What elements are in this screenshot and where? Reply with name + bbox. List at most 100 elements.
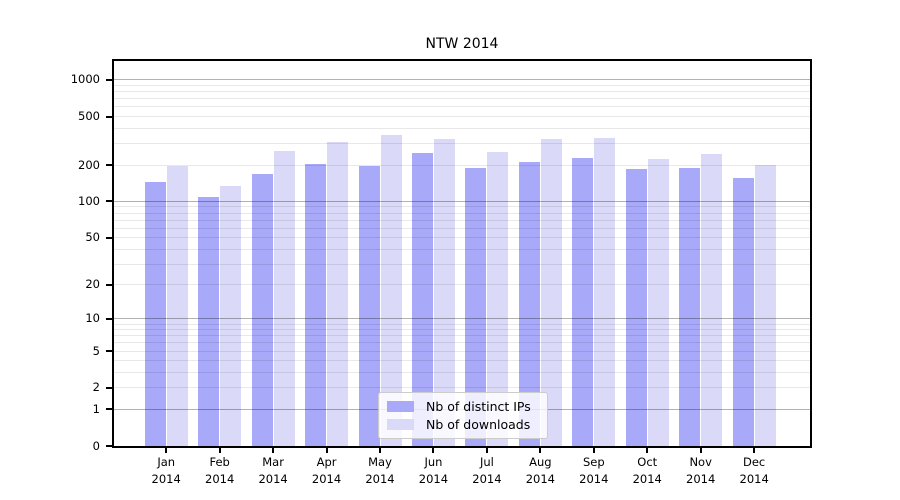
x-label-month: Jul (479, 455, 494, 469)
x-label-year: 2014 (739, 472, 769, 486)
x-label-month: Nov (689, 455, 712, 469)
y-tick-100 (106, 200, 112, 203)
x-tick-label-jul: Jul 2014 (457, 454, 517, 488)
gridline-minor-600 (114, 106, 810, 108)
chart-title: NTW 2014 (425, 36, 499, 52)
bar-downloads-jan (166, 166, 188, 446)
x-label-month: Jan (157, 455, 176, 469)
legend-label-distinct-ips: Nb of distinct IPs (426, 399, 531, 414)
y-tick-label-1000: 1000 (70, 72, 100, 87)
gridline-minor-2 (114, 387, 810, 389)
gridline-minor-90 (114, 206, 810, 208)
gridline-minor-5 (114, 350, 810, 352)
y-tick-label-500: 500 (78, 109, 100, 124)
x-tick-label-oct: Oct 2014 (617, 454, 677, 488)
gridline-minor-50 (114, 237, 810, 239)
bar-distinct-ips-nov (679, 167, 701, 446)
gridline-minor-70 (114, 219, 810, 221)
bar-downloads-mar (273, 151, 295, 446)
x-tick-label-mar: Mar 2014 (243, 454, 303, 488)
x-label-month: Dec (743, 455, 766, 469)
y-tick-50 (106, 236, 112, 239)
y-tick-5 (106, 350, 112, 353)
bar-distinct-ips-dec (732, 178, 754, 446)
gridline-minor-60 (114, 227, 810, 229)
x-label-month: Apr (316, 455, 337, 469)
y-tick-20 (106, 283, 112, 286)
x-tick-feb (218, 448, 221, 453)
x-label-year: 2014 (258, 472, 288, 486)
x-label-year: 2014 (632, 472, 662, 486)
x-tick-label-dec: Dec 2014 (724, 454, 784, 488)
gridline-minor-300 (114, 143, 810, 145)
bar-distinct-ips-jan (144, 181, 166, 446)
x-tick-label-feb: Feb 2014 (190, 454, 250, 488)
y-tick-10 (106, 317, 112, 320)
x-tick-jan (165, 448, 168, 453)
gridline-minor-40 (114, 248, 810, 250)
legend-item-distinct-ips: Nb of distinct IPs (379, 399, 547, 414)
y-tick-1000 (106, 78, 112, 81)
bar-distinct-ips-may (358, 166, 380, 446)
gridline-minor-3 (114, 372, 810, 374)
bar-downloads-feb (220, 185, 242, 446)
x-tick-label-apr: Apr 2014 (297, 454, 357, 488)
grid-layer (114, 61, 810, 446)
y-tick-200 (106, 164, 112, 166)
gridline-minor-6 (114, 342, 810, 344)
x-tick-label-aug: Aug 2014 (510, 454, 570, 488)
x-label-year: 2014 (525, 472, 555, 486)
x-label-year: 2014 (579, 472, 609, 486)
y-tick-label-10: 10 (85, 311, 100, 326)
x-label-year: 2014 (205, 472, 235, 486)
bar-downloads-apr (327, 141, 349, 446)
gridline-minor-30 (114, 263, 810, 265)
x-label-year: 2014 (472, 472, 502, 486)
gridline-minor-20 (114, 284, 810, 286)
gridline-major-100 (114, 200, 810, 202)
legend: Nb of distinct IPs Nb of downloads (378, 392, 548, 439)
bar-distinct-ips-sep (572, 157, 594, 446)
y-tick-label-100: 100 (78, 193, 100, 208)
bar-distinct-ips-oct (625, 169, 647, 446)
gridline-minor-80 (114, 212, 810, 214)
x-tick-label-sep: Sep 2014 (564, 454, 624, 488)
bar-downloads-nov (701, 154, 723, 446)
gridline-minor-800 (114, 91, 810, 93)
x-tick-dec (753, 448, 756, 453)
gridline-minor-700 (114, 98, 810, 100)
y-tick-label-20: 20 (85, 277, 100, 292)
x-tick-nov (699, 448, 702, 453)
x-tick-sep (592, 448, 595, 453)
x-label-month: Sep (582, 455, 605, 469)
x-label-year: 2014 (418, 472, 449, 486)
gridline-minor-500 (114, 116, 810, 118)
plot-area: 1000 500 200 100 50 20 10 5 2 1 0 Jan 2014 Feb 2014 Ma… (71, 59, 812, 486)
x-tick-aug (539, 448, 542, 453)
x-tick-label-may: May 2014 (350, 454, 410, 488)
bar-downloads-oct (647, 158, 669, 446)
gridline-minor-900 (114, 85, 810, 87)
y-tick-label-2: 2 (92, 380, 100, 395)
x-tick-label-nov: Nov 2014 (671, 454, 731, 488)
x-label-month: Oct (637, 455, 658, 469)
y-tick-label-50: 50 (85, 230, 100, 245)
x-label-year: 2014 (311, 472, 342, 486)
legend-item-downloads: Nb of downloads (379, 417, 547, 432)
x-tick-jul (485, 448, 488, 453)
legend-swatch-distinct-ips (387, 401, 414, 412)
y-tick-500 (106, 115, 112, 118)
y-tick-2 (106, 386, 112, 389)
x-label-month: Jun (424, 455, 443, 469)
x-tick-jun (432, 448, 435, 453)
legend-swatch-downloads (387, 419, 414, 430)
gridline-major-10 (114, 318, 810, 320)
x-tick-mar (272, 448, 275, 453)
x-tick-label-jan: Jan 2014 (136, 454, 196, 488)
y-tick-0 (106, 445, 112, 447)
x-label-month: Aug (529, 455, 552, 469)
y-tick-1 (106, 408, 112, 411)
x-label-year: 2014 (151, 472, 181, 486)
gridline-minor-8 (114, 329, 810, 331)
